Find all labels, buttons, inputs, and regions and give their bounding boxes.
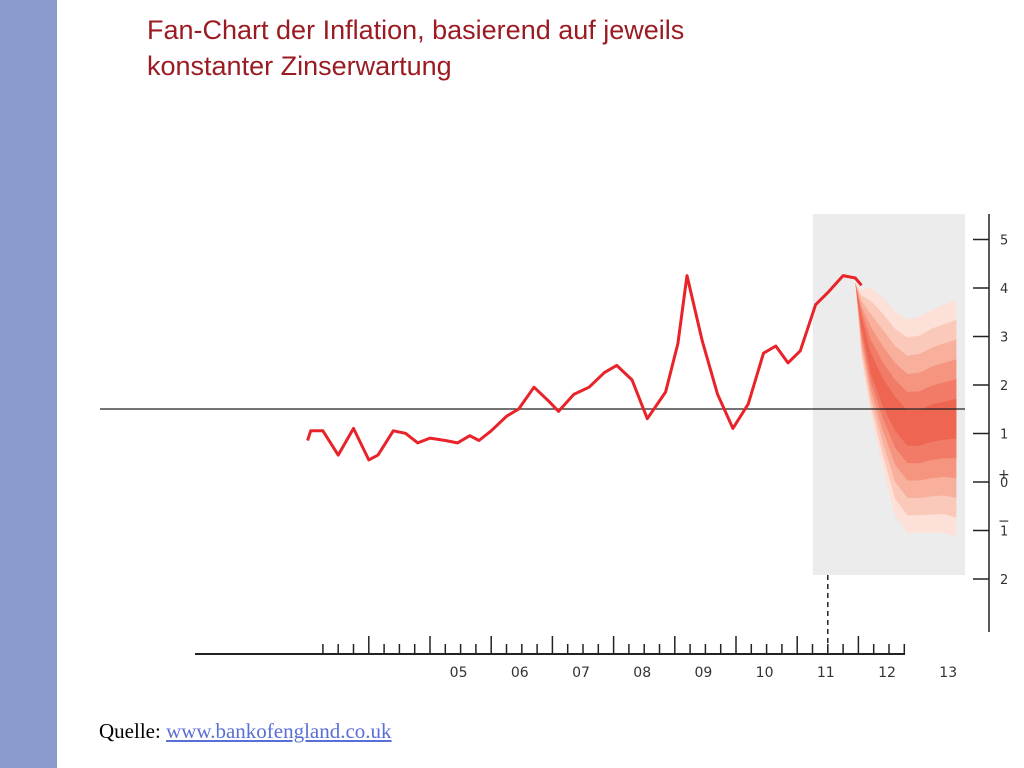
x-tick-label: 08 [633,665,651,681]
y-tick-label: 1 [1000,428,1008,443]
y-positive-sign: + [998,467,1010,483]
x-tick-label: 07 [572,665,590,681]
y-tick-label: 2 [1000,379,1008,394]
slide-title-line-2: konstanter Zinserwartung [147,51,452,81]
y-negative-sign: − [998,513,1010,529]
source-link[interactable]: www.bankofengland.co.uk [166,719,392,743]
x-tick-label: 06 [511,665,529,681]
y-tick-label: 4 [1000,282,1008,297]
fan-clip [965,214,985,575]
x-tick-label: 09 [694,665,712,681]
x-tick-label: 11 [817,665,835,681]
slide-title-line-1: Fan-Chart der Inflation, basierend auf j… [147,15,685,45]
x-tick-label: 05 [450,665,468,681]
source-label: Quelle: [99,719,161,743]
slide-accent-bar [0,0,57,768]
x-tick-label: 10 [756,665,774,681]
y-tick-label: 3 [1000,331,1008,346]
source-line: Quelle: www.bankofengland.co.uk [99,719,392,744]
x-tick-label: 13 [939,665,957,681]
y-axis: 5 4 3 2 1 0 1 2 + − [973,214,1010,632]
series-line-1 [306,274,863,462]
series-layer [306,274,863,462]
fan-chart-layer [812,214,985,575]
y-tick-label: 1 [1000,525,1008,540]
y-tick-label: 2 [1000,573,1008,588]
y-tick-label: 0 [1000,476,1008,491]
y-tick-label: 5 [1000,234,1008,249]
slide-title: Fan-Chart der Inflation, basierend auf j… [147,12,887,84]
fan-band-6 [855,282,957,446]
x-tick-label: 12 [878,665,896,681]
x-axis: 05 06 07 08 09 10 11 12 13 [195,575,957,681]
